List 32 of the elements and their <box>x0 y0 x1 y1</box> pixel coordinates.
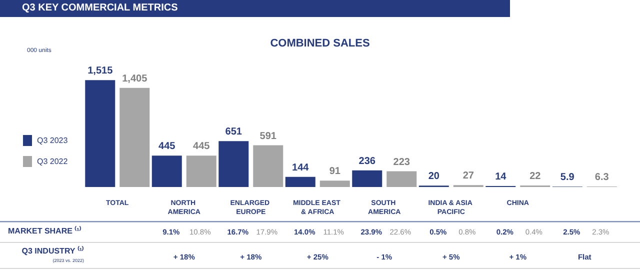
data-label: 20 <box>428 171 440 182</box>
text: Q3 INDUSTRY ⁽¹⁾ <box>22 246 84 256</box>
chart-subtitle: COMBINED SALES <box>270 38 370 50</box>
data-label: 223 <box>393 156 410 168</box>
data-label: 27 <box>462 170 474 182</box>
text: MARKET SHARE ⁽¹⁾ <box>8 226 82 236</box>
data-label: 591 <box>260 130 277 142</box>
bar <box>352 170 382 187</box>
data-label: 91 <box>329 166 341 178</box>
data-label: 14 <box>495 172 507 183</box>
chart-title: Q3 KEY COMMERCIAL METRICS <box>22 2 178 14</box>
bar <box>285 176 316 187</box>
data-label: 1,405 <box>122 73 148 84</box>
data-label: 445 <box>158 141 176 152</box>
data-label: 5.9 <box>560 172 575 184</box>
legend-label: Q3 2023 <box>37 136 68 145</box>
data-label: 1,515 <box>88 66 114 77</box>
bar <box>253 145 284 187</box>
data-label: 445 <box>193 141 210 152</box>
bar <box>85 80 116 187</box>
data-label: 144 <box>292 162 310 174</box>
data-label: 651 <box>225 126 242 138</box>
bar <box>152 156 182 187</box>
bar <box>386 171 417 187</box>
bar <box>186 156 216 187</box>
bar <box>320 180 350 187</box>
bar <box>120 88 150 187</box>
data-label: 236 <box>358 156 376 167</box>
bar <box>218 141 249 187</box>
data-label: 22 <box>530 170 542 182</box>
legend-label: Q3 2022 <box>37 157 68 166</box>
data-label: 6.3 <box>594 172 610 184</box>
